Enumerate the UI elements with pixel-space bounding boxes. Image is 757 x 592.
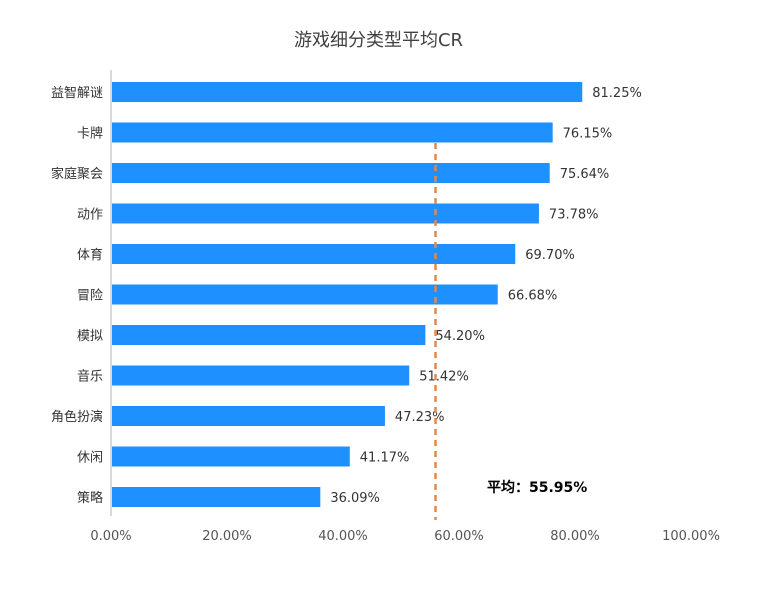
x-tick-label: 100.00%	[662, 529, 720, 544]
category-label: 模拟	[77, 329, 103, 344]
bar	[112, 163, 550, 183]
category-label: 冒险	[77, 289, 103, 304]
bar	[112, 203, 539, 224]
x-tick-label: 0.00%	[90, 529, 131, 544]
chart-title: 游戏细分类型平均CR	[293, 30, 464, 51]
value-label: 81.25%	[592, 86, 642, 101]
value-label: 51.42%	[419, 370, 469, 385]
bar	[112, 284, 498, 305]
category-label: 策略	[77, 490, 103, 506]
value-label: 66.68%	[508, 289, 558, 304]
value-label: 41.17%	[360, 451, 410, 466]
category-label: 动作	[77, 208, 103, 223]
value-label: 69.70%	[525, 248, 575, 263]
category-label: 卡牌	[77, 126, 103, 142]
bar	[112, 487, 321, 507]
value-label: 76.15%	[563, 127, 613, 142]
average-label: 平均：55.95%	[487, 479, 587, 496]
bar	[112, 365, 410, 386]
x-tick-label: 80.00%	[550, 529, 600, 544]
value-label: 73.78%	[549, 208, 599, 223]
x-tick-label: 60.00%	[434, 529, 484, 544]
value-label: 36.09%	[330, 491, 380, 506]
bar	[112, 325, 426, 345]
value-label: 54.20%	[435, 329, 485, 344]
category-label: 角色扮演	[51, 409, 103, 425]
bar	[112, 446, 350, 467]
category-label: 音乐	[77, 369, 103, 385]
bar	[112, 82, 583, 102]
category-label: 体育	[77, 247, 103, 263]
category-label: 益智解谜	[51, 86, 103, 101]
value-label: 75.64%	[560, 167, 610, 182]
value-label: 47.23%	[395, 410, 445, 425]
category-label: 休闲	[77, 451, 103, 466]
x-tick-label: 40.00%	[318, 529, 368, 544]
bar	[112, 244, 516, 264]
bar	[112, 406, 385, 426]
category-label: 家庭聚会	[51, 166, 103, 182]
x-tick-label: 20.00%	[202, 529, 252, 544]
bar	[112, 122, 553, 143]
